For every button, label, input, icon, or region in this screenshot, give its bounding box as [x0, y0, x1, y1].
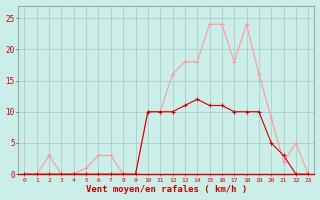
X-axis label: Vent moyen/en rafales ( km/h ): Vent moyen/en rafales ( km/h ): [86, 185, 247, 194]
